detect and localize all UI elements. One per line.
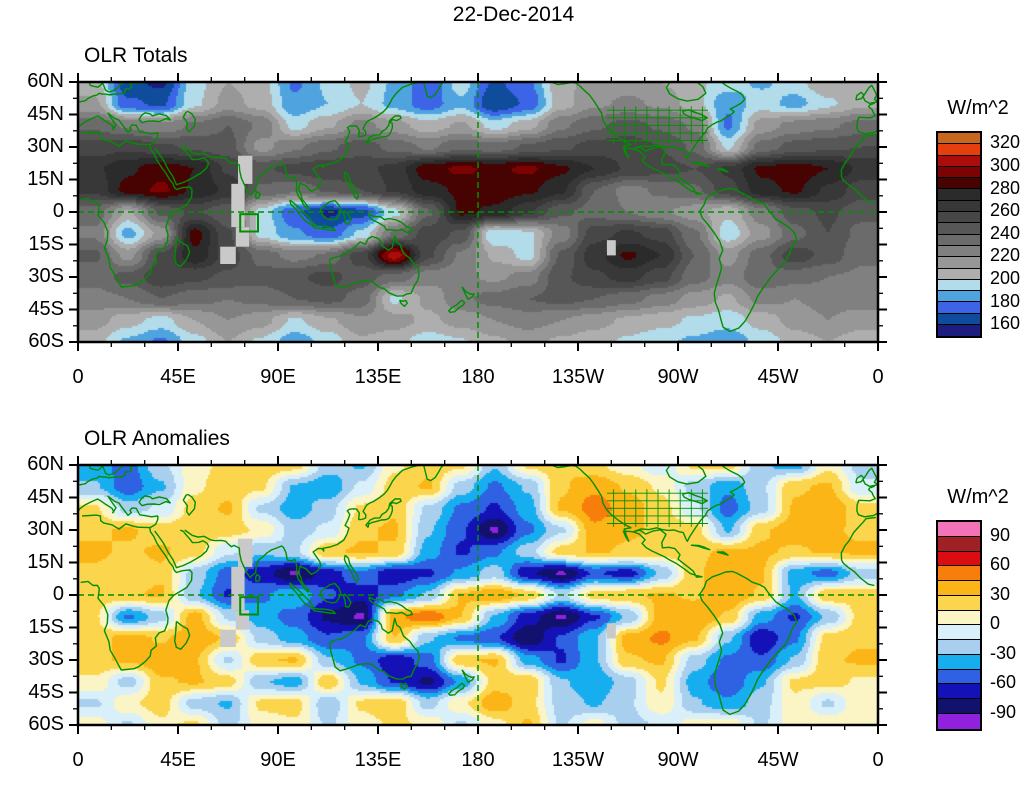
colorbar-cell <box>938 166 980 179</box>
lat-tick-label: 30N <box>27 518 64 540</box>
lon-tick-label: 90E <box>260 749 296 771</box>
lon-tick-label: 180 <box>461 749 495 771</box>
colorbar-cell <box>938 581 980 596</box>
lon-tick-label: 45W <box>757 366 799 388</box>
colorbar-cell <box>938 234 980 246</box>
colorbar-cell <box>938 313 980 326</box>
lon-tick-label: 0 <box>872 749 884 771</box>
colorbar-cell <box>938 178 980 190</box>
colorbar-swatches <box>936 131 982 339</box>
colorbar-tick-label: 30 <box>990 583 1011 604</box>
lat-tick-label: 60N <box>27 70 64 92</box>
colorbar-cell <box>938 268 980 280</box>
lat-tick-label: 15N <box>27 550 64 573</box>
lat-tick-label: 45S <box>28 297 64 320</box>
colorbar-cell <box>938 144 980 156</box>
colorbar-tick-label: 200 <box>990 267 1021 288</box>
lat-tick-label: 30S <box>28 265 64 287</box>
colorbar-tick-label: -30 <box>990 642 1017 663</box>
colorbar-swatches <box>936 520 982 731</box>
colorbar-cell <box>938 640 980 655</box>
colorbar-cell <box>938 245 980 258</box>
lat-tick-label: 45N <box>27 102 64 125</box>
lat-tick-label: 60S <box>28 330 64 352</box>
colorbar-cell <box>938 713 980 729</box>
colorbar-tick-label: -90 <box>990 701 1017 722</box>
colorbar-cell <box>938 684 980 699</box>
lon-tick-label: 0 <box>72 366 84 388</box>
lat-tick-label: 60S <box>28 713 64 735</box>
colorbar-tick-label: 60 <box>990 554 1011 575</box>
colorbar-cell <box>938 551 980 567</box>
lon-tick-label: 0 <box>72 749 84 771</box>
colorbar-tick-label: 240 <box>990 222 1021 243</box>
colorbar-tick-label: 160 <box>990 313 1021 334</box>
lon-tick-label: 90E <box>260 366 296 388</box>
lon-tick-label: 135W <box>551 749 605 771</box>
colorbar-cell <box>938 595 980 611</box>
colorbar-cell <box>938 699 980 714</box>
colorbar-cell <box>938 610 980 626</box>
lat-tick-label: 60N <box>27 453 64 475</box>
lat-tick-label: 45N <box>27 485 64 508</box>
lon-tick-label: 90W <box>657 749 699 771</box>
lon-tick-label: 0 <box>872 366 884 388</box>
lon-tick-label: 135W <box>551 366 605 388</box>
lon-tick-label: 135E <box>354 749 402 771</box>
lon-tick-label: 90W <box>657 366 699 388</box>
colorbar-tick-label: 260 <box>990 200 1021 221</box>
lat-tick-label: 45S <box>28 680 64 703</box>
colorbar-tick-label: 280 <box>990 177 1021 198</box>
colorbar-cell <box>938 279 980 292</box>
panel-anomalies-title: OLR Anomalies <box>84 427 230 450</box>
colorbar-totals-units: W/m^2 <box>947 97 1009 119</box>
lat-tick-label: 15N <box>27 167 64 190</box>
colorbar-cell <box>938 325 980 337</box>
colorbar-anomalies-units: W/m^2 <box>947 486 1009 508</box>
figure-date-title: 22-Dec-2014 <box>452 3 575 26</box>
colorbar-cell <box>938 566 980 581</box>
colorbar-tick-label: -60 <box>990 672 1017 693</box>
lon-tick-label: 180 <box>461 366 495 388</box>
colorbar-cell <box>938 625 980 640</box>
colorbar-cell <box>938 212 980 224</box>
colorbar-cell <box>938 200 980 213</box>
panel-totals-title: OLR Totals <box>84 44 188 67</box>
colorbar-cell <box>938 669 980 685</box>
colorbar-tick-label: 180 <box>990 290 1021 311</box>
lon-tick-label: 45W <box>757 749 799 771</box>
colorbar-cell <box>938 536 980 552</box>
colorbar-cell <box>938 522 980 537</box>
colorbar-cell <box>938 133 980 145</box>
colorbar-tick-label: 220 <box>990 245 1021 266</box>
lat-tick-label: 0 <box>52 200 64 222</box>
lon-tick-label: 135E <box>354 366 402 388</box>
colorbar-tick-label: 320 <box>990 132 1021 153</box>
lat-tick-label: 0 <box>52 583 64 605</box>
lon-tick-label: 45E <box>160 749 196 771</box>
colorbar-cell <box>938 302 980 314</box>
colorbar-cell <box>938 189 980 201</box>
lat-tick-label: 15S <box>28 232 64 255</box>
lat-tick-label: 30N <box>27 135 64 157</box>
colorbar-tick-label: 90 <box>990 524 1011 545</box>
colorbar-cell <box>938 654 980 670</box>
lat-tick-label: 15S <box>28 615 64 638</box>
colorbar-cell <box>938 155 980 167</box>
colorbar-tick-label: 0 <box>990 613 1001 634</box>
lat-tick-label: 30S <box>28 648 64 670</box>
olr-totals-heatmap <box>78 82 878 342</box>
olr-anomalies-heatmap <box>78 465 878 725</box>
colorbar-cell <box>938 257 980 269</box>
lon-tick-label: 45E <box>160 366 196 388</box>
colorbar-cell <box>938 291 980 303</box>
colorbar-tick-label: 300 <box>990 154 1021 175</box>
colorbar-cell <box>938 223 980 235</box>
